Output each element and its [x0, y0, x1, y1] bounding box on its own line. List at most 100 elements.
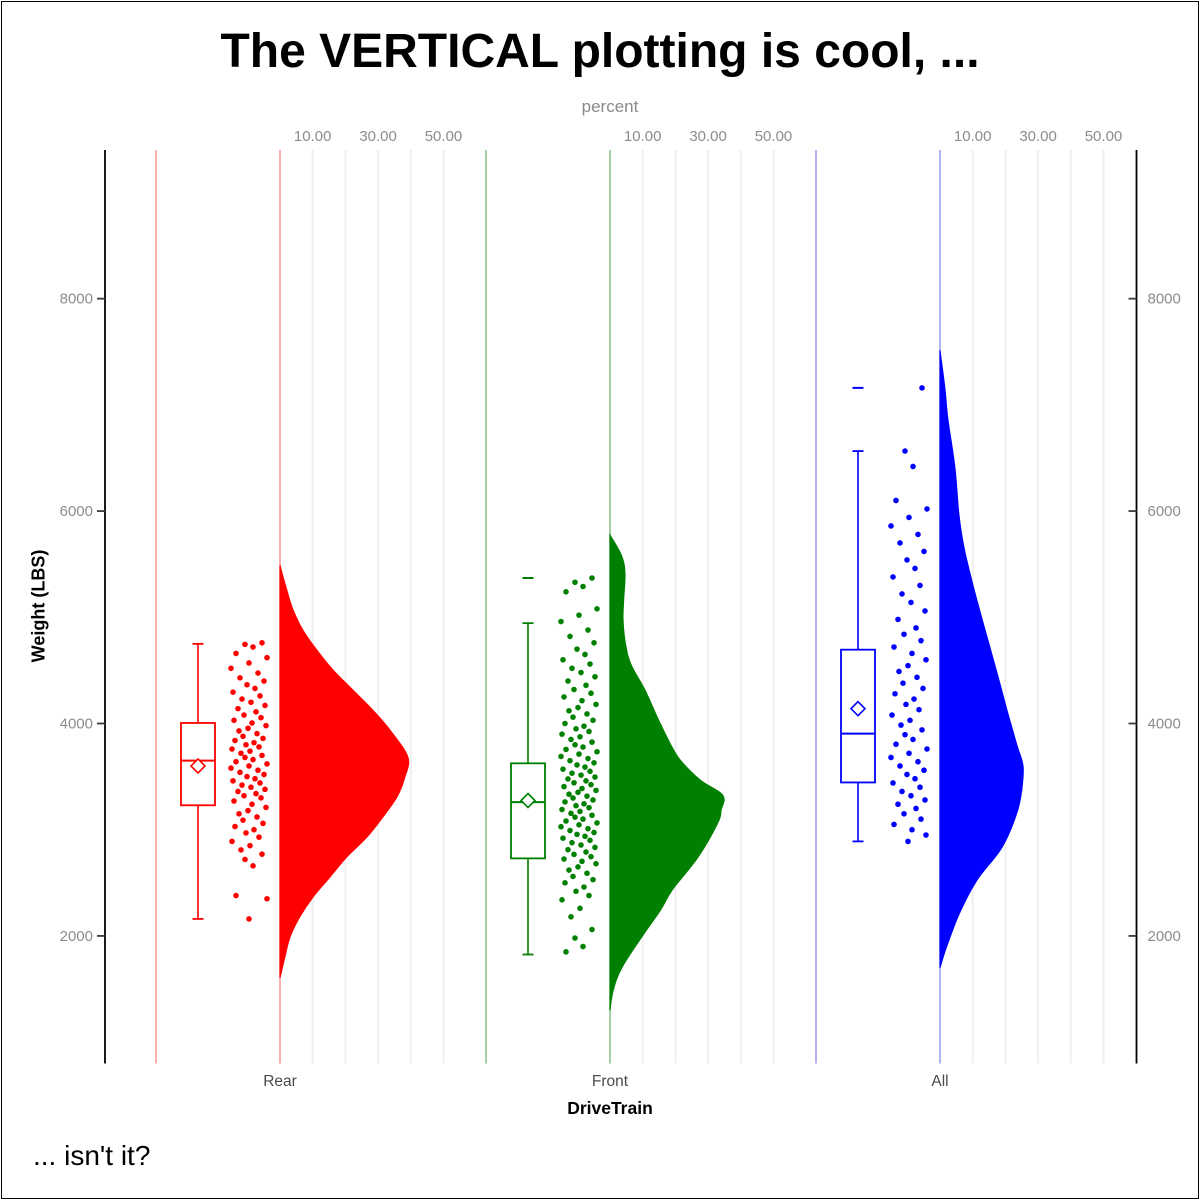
- jitter-point-rear: [250, 644, 256, 650]
- jitter-point-rear: [244, 773, 250, 780]
- jitter-point-rear: [246, 660, 252, 666]
- jitter-point-front: [586, 892, 592, 899]
- jitter-point-rear: [260, 735, 266, 742]
- jitter-point-all: [912, 775, 918, 782]
- jitter-point-rear: [240, 733, 246, 740]
- jitter-point-front: [561, 694, 567, 700]
- jitter-point-front: [567, 827, 573, 834]
- jitter-point-rear: [257, 780, 263, 786]
- jitter-point-rear: [262, 702, 268, 709]
- percent-tick-label: 50.00: [425, 128, 463, 145]
- jitter-point-all: [912, 565, 918, 572]
- jitter-point-rear: [237, 675, 243, 681]
- jitter-point-all: [910, 736, 916, 743]
- jitter-point-front: [582, 651, 588, 658]
- mean-diamond-rear: [189, 757, 207, 775]
- jitter-point-front: [559, 897, 565, 903]
- jitter-point-all: [888, 523, 894, 529]
- jitter-point-front: [560, 835, 566, 842]
- jitter-point-all: [916, 706, 922, 713]
- jitter-point-front: [567, 633, 573, 640]
- jitter-point-rear: [230, 778, 236, 784]
- jitter-point-rear: [230, 689, 236, 695]
- jitter-point-rear: [248, 699, 254, 706]
- jitter-point-front: [569, 770, 575, 777]
- top-axis-title: percent: [581, 97, 639, 116]
- jitter-point-front: [584, 793, 590, 799]
- jitter-point-front: [563, 949, 569, 955]
- jitter-point-front: [590, 717, 596, 724]
- jitter-point-all: [891, 644, 897, 650]
- jitter-point-rear: [247, 842, 253, 849]
- y-tick-label-right: 8000: [1148, 291, 1181, 308]
- jitter-point-rear: [251, 739, 257, 746]
- jitter-point-front: [575, 789, 581, 796]
- y-tick-label-right: 4000: [1148, 716, 1181, 733]
- percent-tick-label: 30.00: [1019, 128, 1057, 145]
- jitter-point-rear: [253, 790, 259, 797]
- jitter-point-all: [917, 582, 923, 589]
- density-rear: [279, 565, 410, 979]
- jitter-point-front: [588, 690, 594, 697]
- jitter-point-rear: [259, 752, 265, 759]
- jitter-point-front: [571, 686, 577, 693]
- jitter-point-front: [577, 905, 583, 912]
- jitter-point-front: [576, 751, 582, 757]
- y-tick-label-right: 6000: [1148, 503, 1181, 520]
- jitter-point-front: [562, 880, 568, 886]
- jitter-point-rear: [253, 709, 259, 715]
- jitter-point-all: [915, 758, 921, 765]
- y-tick-label-left: 8000: [60, 291, 93, 308]
- jitter-point-front: [570, 873, 576, 880]
- jitter-point-front: [580, 744, 586, 750]
- jitter-point-all: [906, 750, 912, 757]
- jitter-point-rear: [235, 788, 241, 795]
- jitter-point-front: [587, 661, 593, 667]
- jitter-point-front: [570, 714, 576, 720]
- jitter-point-front: [573, 802, 579, 809]
- jitter-point-front: [581, 800, 587, 807]
- jitter-point-all: [895, 801, 901, 808]
- jitter-point-all: [890, 574, 896, 580]
- jitter-point-front: [574, 762, 580, 768]
- jitter-point-rear: [245, 725, 251, 732]
- jitter-point-all: [909, 650, 915, 657]
- jitter-point-all: [908, 599, 914, 606]
- jitter-point-front: [594, 820, 600, 826]
- jitter-point-all: [897, 540, 903, 546]
- jitter-point-front: [566, 867, 572, 873]
- jitter-point-front: [583, 849, 589, 855]
- jitter-point-front: [576, 822, 582, 828]
- mean-diamond-all: [849, 700, 867, 717]
- percent-tick-label: 30.00: [689, 128, 727, 145]
- jitter-point-all: [893, 741, 899, 748]
- jitter-point-front: [579, 785, 585, 792]
- jitter-point-rear: [254, 814, 260, 820]
- jitter-point-rear: [235, 705, 241, 712]
- jitter-point-front: [558, 753, 564, 760]
- jitter-point-front: [585, 825, 591, 832]
- jitter-point-front: [588, 781, 594, 788]
- jitter-point-front: [560, 656, 566, 663]
- jitter-point-rear: [231, 717, 237, 724]
- jitter-point-front: [563, 746, 569, 753]
- jitter-point-all: [904, 771, 910, 778]
- jitter-point-rear: [228, 665, 234, 672]
- jitter-point-front: [562, 720, 568, 727]
- jitter-point-rear: [247, 748, 253, 754]
- jitter-point-front: [574, 831, 580, 838]
- jitter-point-front: [571, 851, 577, 858]
- jitter-point-rear: [259, 851, 265, 857]
- y-tick-label-left: 4000: [60, 716, 93, 733]
- jitter-point-front: [584, 870, 590, 877]
- jitter-point-rear: [237, 769, 243, 776]
- jitter-point-all: [915, 531, 921, 538]
- jitter-point-front: [558, 823, 564, 830]
- jitter-point-front: [591, 759, 597, 766]
- jitter-point-front: [593, 860, 599, 867]
- jitter-point-front: [566, 707, 572, 714]
- jitter-point-rear: [229, 838, 235, 845]
- jitter-point-front: [559, 731, 565, 737]
- chart-title: The VERTICAL plotting is cool, ...: [220, 25, 980, 78]
